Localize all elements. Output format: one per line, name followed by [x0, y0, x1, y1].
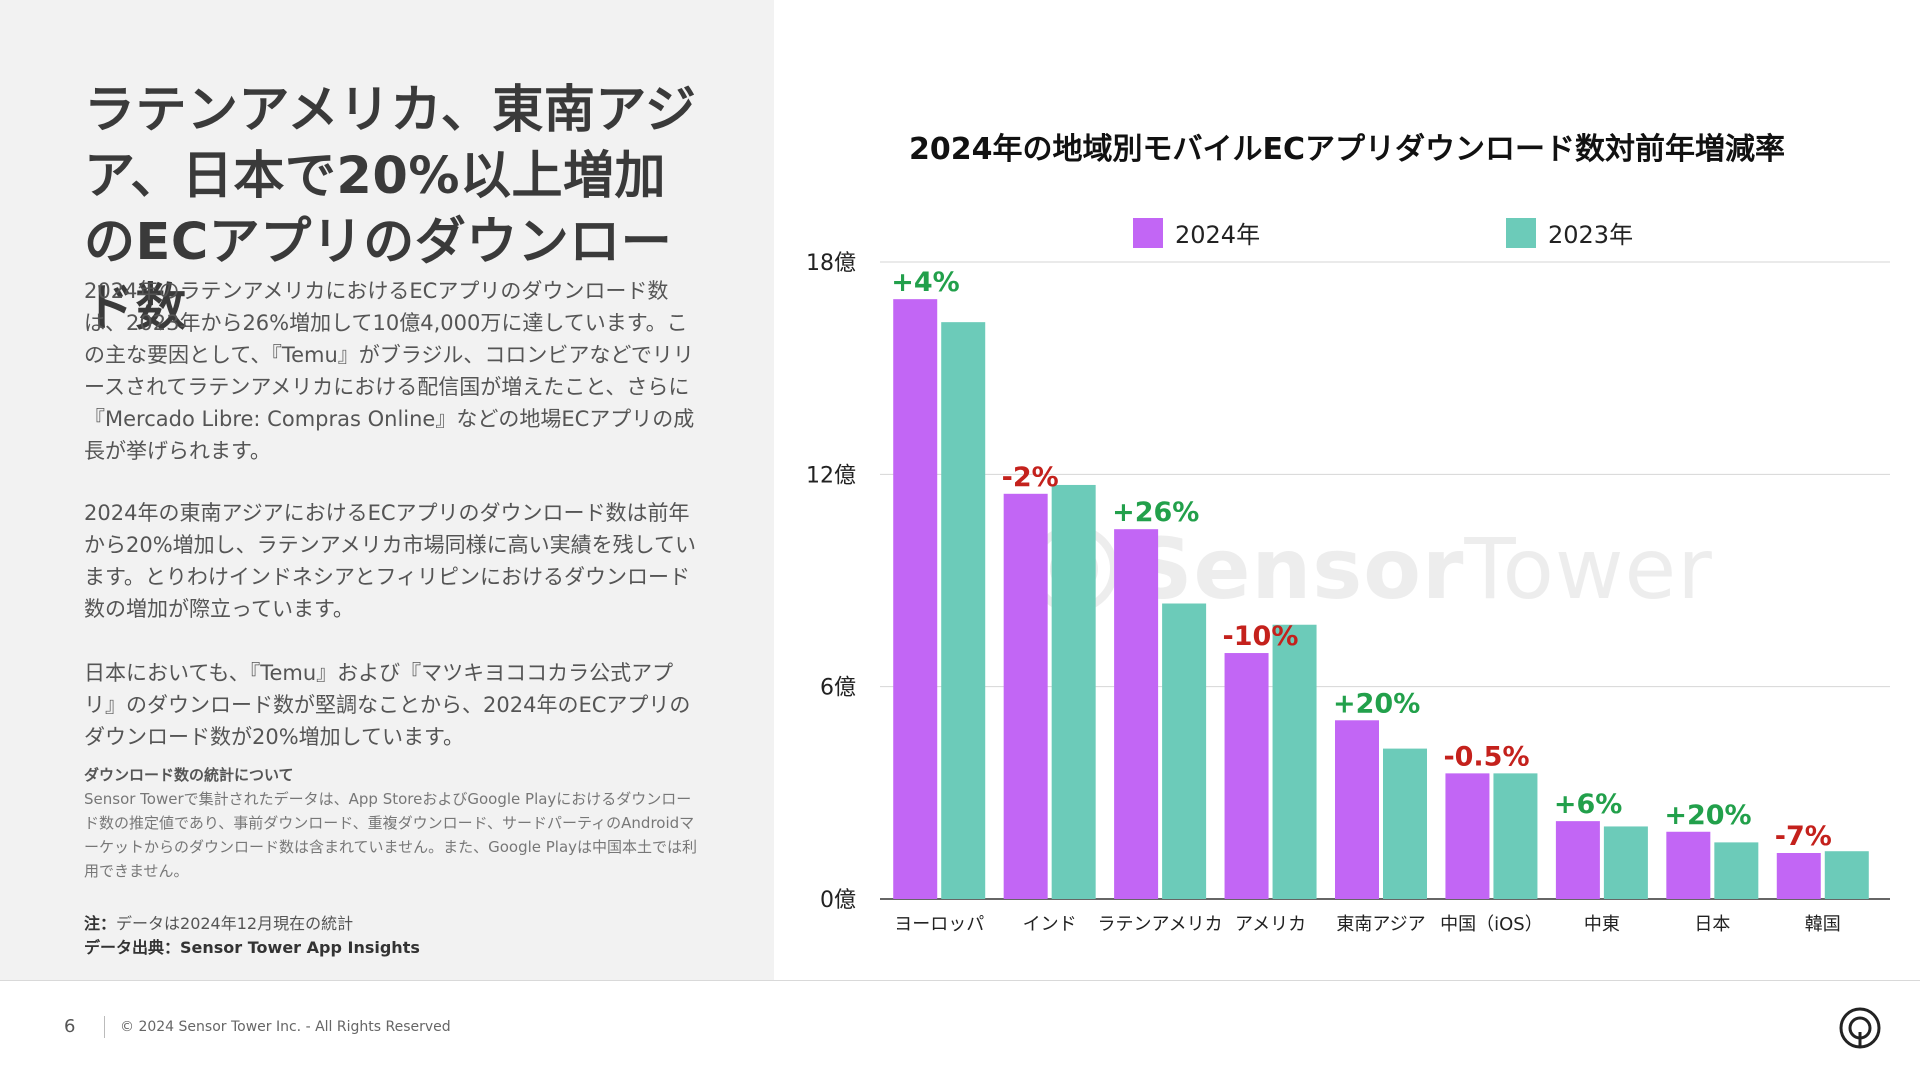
bar-2024 — [1335, 720, 1379, 899]
headline: ラテンアメリカ、東南アジア、日本で20%以上増加のECアプリのダウンロード数 — [84, 81, 697, 338]
source-label: データ出典： — [84, 938, 181, 957]
bar-2024 — [1003, 493, 1048, 899]
x-tick-label: アメリカ — [1235, 914, 1306, 935]
change-label: +4% — [891, 267, 959, 298]
bar-2023 — [1383, 748, 1427, 899]
paragraph-latam: 2024年のラテンアメリカにおけるECアプリのダウンロード数は、2023年から2… — [84, 279, 695, 463]
bar-2023 — [1824, 851, 1869, 899]
change-label: +20% — [1333, 688, 1420, 719]
sensor-tower-logo-icon — [1838, 1006, 1882, 1054]
copyright: © 2024 Sensor Tower Inc. - All Rights Re… — [120, 1019, 451, 1035]
about-text: Sensor Towerで集計されたデータは、App StoreおよびGoogl… — [84, 790, 698, 880]
source: データ出典：Sensor Tower App Insights — [84, 934, 420, 958]
y-tick-label: 0億 — [820, 888, 856, 913]
left-panel — [0, 0, 774, 980]
y-tick-label: 6億 — [820, 676, 856, 701]
bar-2024 — [1224, 653, 1269, 899]
bar-2023 — [1603, 826, 1648, 899]
x-tick-label: 韓国 — [1805, 914, 1841, 935]
bar-chart: 0億 6億 12億 18億 +4% ヨーロッパ -2% インド +26% ラテンアメリカ -10% ア… — [806, 251, 1890, 935]
legend-swatch-2024 — [1133, 217, 1163, 248]
x-tick-label: ラテンアメリカ — [1098, 914, 1223, 935]
watermark-brand-bold: Sensor — [1132, 520, 1465, 618]
bar-2024 — [893, 299, 938, 899]
change-label: +20% — [1664, 800, 1751, 831]
legend-2024: 2024年 — [1133, 215, 1260, 250]
change-label: -7% — [1775, 821, 1832, 852]
bar-2023 — [941, 322, 986, 899]
x-tick-label: 東南アジア — [1336, 914, 1425, 935]
note: 注：データは2024年12月現在の統計 — [84, 910, 353, 934]
bar-2024 — [1114, 529, 1159, 899]
bar-2024 — [1555, 821, 1600, 899]
note-label: 注： — [84, 914, 117, 933]
change-label: +26% — [1112, 497, 1199, 528]
source-text: Sensor Tower App Insights — [180, 938, 420, 957]
y-tick-label: 12億 — [806, 463, 856, 488]
watermark-text: SensorTower — [1132, 520, 1713, 618]
x-tick-label: 中東 — [1584, 914, 1620, 935]
bar-2024 — [1445, 773, 1490, 899]
bar-2024 — [1776, 852, 1821, 899]
footer-separator — [104, 1016, 105, 1038]
change-label: -2% — [1002, 462, 1059, 493]
x-tick-label: ヨーロッパ — [894, 914, 984, 935]
legend-label-2024: 2024年 — [1175, 221, 1261, 249]
bar-2023 — [1714, 842, 1759, 899]
bar-2023 — [1493, 773, 1538, 899]
watermark-brand-light: Tower — [1464, 520, 1713, 618]
bar-2023 — [1051, 484, 1096, 899]
bar-2023 — [1272, 624, 1317, 899]
change-label: -0.5% — [1443, 741, 1529, 772]
note-text: データは2024年12月現在の統計 — [116, 914, 354, 933]
bar-2023 — [1162, 603, 1207, 899]
change-label: +6% — [1554, 789, 1622, 820]
legend-2023: 2023年 — [1506, 215, 1633, 250]
chart-title: 2024年の地域別モバイルECアプリダウンロード数対前年増減率 — [908, 132, 1785, 167]
x-tick-label: 中国（iOS） — [1440, 914, 1543, 935]
change-label: -10% — [1223, 621, 1299, 652]
x-tick-label: インド — [1023, 914, 1077, 935]
page-number: 6 — [64, 1016, 76, 1037]
paragraph-sea: 2024年の東南アジアにおけるECアプリのダウンロード数は前年から20%増加し、… — [84, 501, 696, 621]
bar-2024 — [1666, 831, 1711, 899]
legend-label-2023: 2023年 — [1548, 221, 1634, 249]
about-title: ダウンロード数の統計について — [84, 766, 294, 784]
footer-divider — [0, 980, 1920, 981]
watermark: SensorTower — [1030, 520, 1713, 618]
y-tick-label: 18億 — [806, 251, 856, 276]
legend-swatch-2023 — [1506, 217, 1536, 248]
paragraph-japan: 日本においても、『Temu』および『マツキヨココカラ公式アプリ』のダウンロード数… — [84, 661, 691, 749]
x-tick-label: 日本 — [1694, 914, 1730, 935]
